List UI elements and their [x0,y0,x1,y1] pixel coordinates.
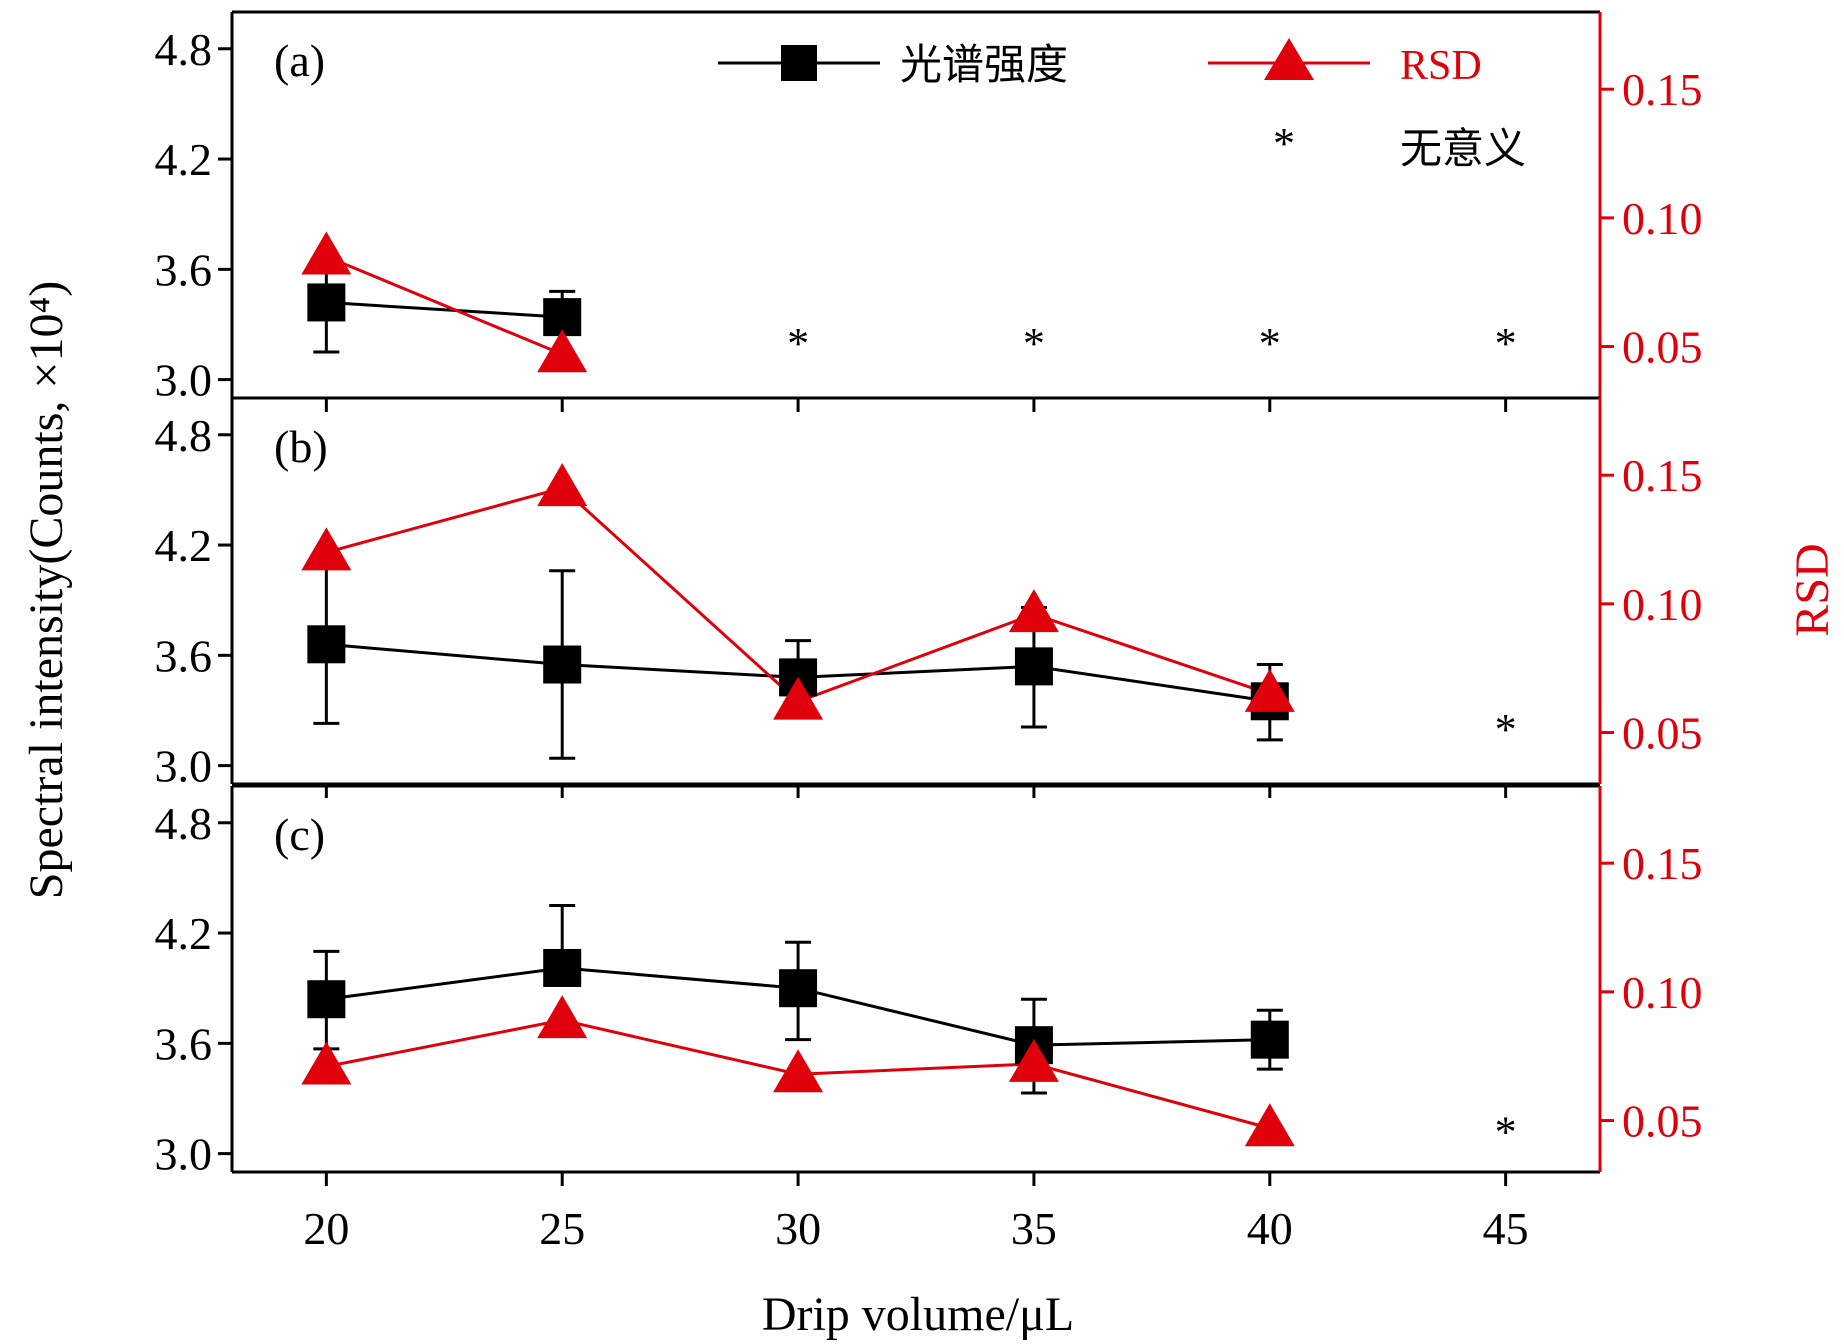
legend-intensity-marker [781,45,817,81]
intensity-marker [307,980,346,1019]
intensity-marker [307,283,346,322]
right-tick-label: 0.10 [1622,193,1703,244]
panel-a: 3.0 3.6 4.2 4.8 0.05 0.10 0.15 (a) * * * * [155,10,1703,412]
left-tick-label: 4.2 [155,134,213,185]
rsd-marker [1008,1038,1059,1082]
left-tick-label: 3.6 [155,630,213,681]
left-tick-label: 4.2 [155,908,213,959]
rsd-series-line [325,255,563,356]
legend-intensity-label: 光谱强度 [900,43,1068,89]
panels: 3.0 3.6 4.2 4.8 0.05 0.10 0.15 (a) * * * * 3.0 3.6 4.2… [155,10,1703,1254]
panel-c: 3.0 3.6 4.2 4.8 0.05 0.10 0.15 (c) * [155,784,1703,1186]
intensity-marker [1014,647,1053,686]
left-tick-label: 4.8 [155,798,213,849]
legend-rsd-marker [1264,38,1314,80]
rsd-marker [773,676,824,720]
panel-b: 3.0 3.6 4.2 4.8 0.05 0.10 0.15 (b) * [155,396,1703,798]
right-tick-label: 0.05 [1622,708,1703,759]
intensity-marker [543,948,582,987]
right-tick-label: 0.15 [1622,64,1703,115]
x-tick-label: 30 [775,1203,821,1254]
legend-no-meaning-label: 无意义 [1400,126,1526,173]
rsd-marker [537,995,588,1039]
panel-label: (c) [274,809,325,860]
intensity-marker [779,969,818,1008]
left-tick-label: 3.6 [155,1018,213,1069]
x-axis: 20 25 30 35 40 45 [303,1203,1528,1254]
right-tick-label: 0.10 [1622,967,1703,1018]
intensity-marker [1250,1020,1289,1059]
x-tick-label: 20 [303,1203,349,1254]
left-tick-label: 4.8 [155,24,213,75]
right-tick-label: 0.05 [1622,1096,1703,1147]
left-tick-label: 3.0 [155,741,213,792]
x-tick-label: 45 [1483,1203,1529,1254]
no-meaning-star: * [1495,1108,1517,1157]
rsd-marker [1244,1103,1295,1147]
right-tick-label: 0.15 [1622,838,1703,889]
rsd-marker [1244,668,1295,712]
rsd-marker [301,1041,352,1085]
rsd-marker [301,231,352,275]
no-meaning-star: * [1495,319,1517,368]
rsd-marker [773,1049,824,1093]
left-tick-label: 4.8 [155,410,213,461]
y-axis-title-left: Spectral intensity(Counts, ×10⁴) [20,281,73,899]
panel-label: (a) [274,35,325,86]
no-meaning-star: * [787,319,809,368]
intensity-series-line [326,300,563,319]
legend: 光谱强度 RSD * 无意义 [718,38,1526,173]
no-meaning-star: * [1259,319,1281,368]
x-tick-label: 35 [1011,1203,1057,1254]
panel-label: (b) [274,421,328,472]
y-axis-title-right: RSD [1786,543,1839,636]
legend-rsd-label: RSD [1400,43,1482,89]
left-tick-label: 3.0 [155,355,213,406]
rsd-marker [1008,589,1059,633]
rsd-marker [301,527,352,571]
x-axis-title: Drip volume/μL [762,1288,1074,1341]
left-tick-label: 4.2 [155,520,213,571]
left-tick-label: 3.6 [155,244,213,295]
right-tick-label: 0.15 [1622,450,1703,501]
no-meaning-star: * [1023,319,1045,368]
rsd-marker [537,463,588,507]
intensity-marker [307,625,346,664]
intensity-marker [543,645,582,684]
left-tick-label: 3.0 [155,1129,213,1180]
right-tick-label: 0.10 [1622,579,1703,630]
right-tick-label: 0.05 [1622,322,1703,373]
no-meaning-star: * [1495,705,1517,754]
legend-no-meaning-symbol: * [1273,119,1295,168]
x-tick-label: 40 [1247,1203,1293,1254]
x-tick-label: 25 [539,1203,585,1254]
rsd-marker [537,329,588,373]
